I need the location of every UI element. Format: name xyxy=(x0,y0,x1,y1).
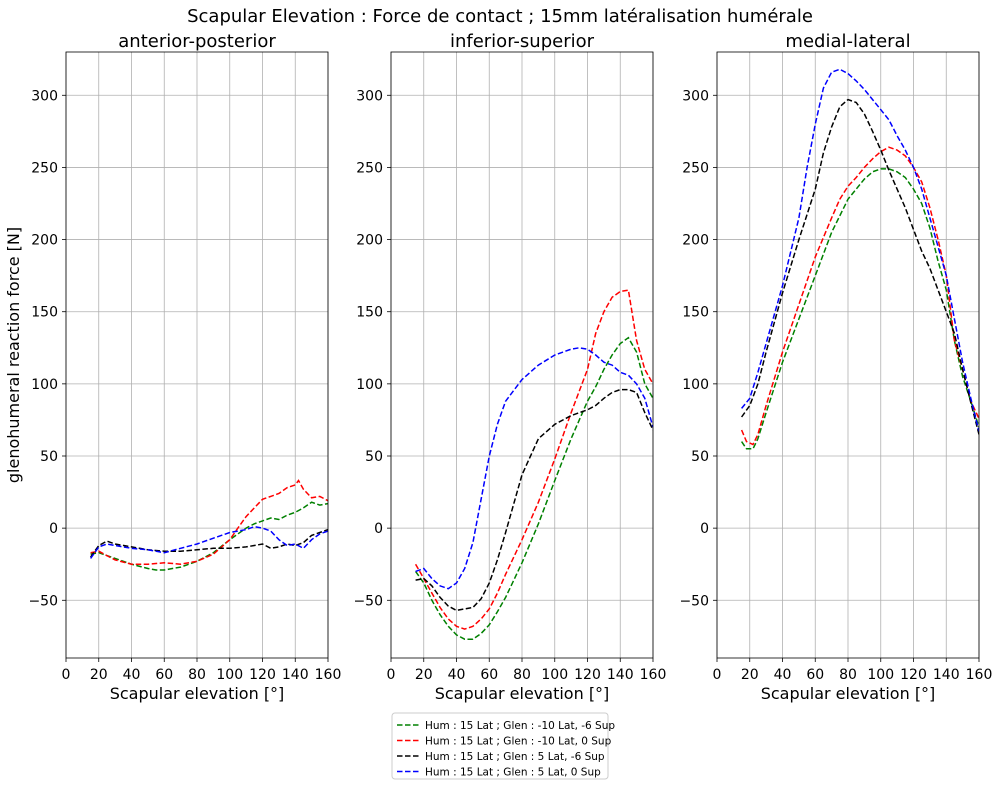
series-group xyxy=(740,68,979,450)
grid xyxy=(390,52,654,658)
grid xyxy=(65,52,329,658)
series-line-1 xyxy=(740,168,979,450)
series-line-4 xyxy=(415,347,653,590)
x-tick-label: 120 xyxy=(900,667,927,683)
y-tick-label: 300 xyxy=(682,88,709,104)
grid xyxy=(716,52,980,658)
x-tick-label: 120 xyxy=(574,667,601,683)
x-tick-label: 0 xyxy=(62,667,71,683)
x-tick-label: 160 xyxy=(640,667,667,683)
x-tick-label: 80 xyxy=(839,667,857,683)
series-line-3 xyxy=(89,528,328,558)
x-tick-label: 100 xyxy=(216,667,243,683)
panel-anterior-posterior: 0 20 40 60 80 100 120 140 160 −50 0 50 100 150 200 250 3… xyxy=(28,31,341,703)
series-line-1 xyxy=(90,501,328,571)
x-tick-label: 60 xyxy=(155,667,173,683)
y-tick-label: 250 xyxy=(31,160,58,176)
x-tick-label: 140 xyxy=(933,667,960,683)
panel-inferior-superior: 0 20 40 60 80 100 120 140 160 −50 0 50 100 150 200 250 3… xyxy=(353,31,666,703)
series-group xyxy=(89,479,328,571)
y-tick-label: −50 xyxy=(353,593,383,609)
y-tick-label: 50 xyxy=(691,449,709,465)
y-tick-label: 300 xyxy=(31,88,58,104)
x-tick-label: 140 xyxy=(607,667,634,683)
chart-title: Scapular Elevation : Force de contact ; … xyxy=(187,6,813,27)
y-tick-label: −50 xyxy=(28,593,58,609)
x-tick-label: 60 xyxy=(480,667,498,683)
x-tick-label: 160 xyxy=(966,667,993,683)
legend: Hum : 15 Lat ; Glen : -10 Lat, -6 Sup Hum… xyxy=(391,712,615,780)
y-tick-label: 0 xyxy=(700,521,709,537)
y-tick-label: 150 xyxy=(356,305,383,321)
legend-label: Hum : 15 Lat ; Glen : 5 Lat, -6 Sup xyxy=(425,751,605,763)
series-line-2 xyxy=(414,289,653,630)
panel-title: medial-lateral xyxy=(785,31,910,52)
legend-label: Hum : 15 Lat ; Glen : 5 Lat, 0 Sup xyxy=(425,767,601,779)
y-tick-label: 100 xyxy=(31,377,58,393)
x-tick-label: 80 xyxy=(513,667,531,683)
legend-label: Hum : 15 Lat ; Glen : -10 Lat, 0 Sup xyxy=(425,736,612,748)
x-tick-label: 40 xyxy=(774,667,792,683)
y-tick-label: 100 xyxy=(356,377,383,393)
panel-title: anterior-posterior xyxy=(118,31,276,52)
y-tick-label: 200 xyxy=(682,233,709,249)
x-tick-label: 100 xyxy=(867,667,894,683)
x-tick-label: 0 xyxy=(713,667,722,683)
y-tick-label: 250 xyxy=(682,160,709,176)
series-line-3 xyxy=(415,388,653,612)
x-tick-label: 100 xyxy=(541,667,568,683)
x-tick-label: 0 xyxy=(387,667,396,683)
y-tick-label: 50 xyxy=(40,449,58,465)
y-tick-label: 300 xyxy=(356,88,383,104)
panels: 0 20 40 60 80 100 120 140 160−500501001502002503… xyxy=(28,31,992,703)
series-line-4 xyxy=(89,525,328,559)
y-axis-label: glenohumeral reaction force [N] xyxy=(4,227,23,483)
panel-medial-lateral: 0 20 40 60 80 100 120 140 160 −50 0 50 100 150 200 250 3… xyxy=(679,31,992,703)
series-line-2 xyxy=(90,479,328,565)
x-tick-label: 40 xyxy=(123,667,141,683)
y-tick-label: 100 xyxy=(682,377,709,393)
y-tick-label: 150 xyxy=(682,305,709,321)
x-axis-label: Scapular elevation [°] xyxy=(761,684,936,703)
x-tick-label: 60 xyxy=(806,667,824,683)
x-tick-label: 20 xyxy=(415,667,433,683)
y-tick-label: 250 xyxy=(356,160,383,176)
y-tick-label: 200 xyxy=(356,233,383,249)
x-tick-label: 160 xyxy=(315,667,342,683)
x-tick-label: 20 xyxy=(90,667,108,683)
series-group xyxy=(414,289,653,640)
y-tick-label: 150 xyxy=(31,305,58,321)
x-tick-label: 140 xyxy=(282,667,309,683)
x-tick-label: 40 xyxy=(448,667,466,683)
series-line-3 xyxy=(740,98,979,435)
y-tick-label: 200 xyxy=(31,233,58,249)
legend-label: Hum : 15 Lat ; Glen : -10 Lat, -6 Sup xyxy=(425,720,615,732)
x-tick-label: 80 xyxy=(188,667,206,683)
y-tick-label: −50 xyxy=(679,593,709,609)
series-line-4 xyxy=(741,68,979,432)
series-line-2 xyxy=(740,146,979,446)
panel-title: inferior-superior xyxy=(450,31,595,52)
series-line-1 xyxy=(414,336,653,640)
x-axis-label: Scapular elevation [°] xyxy=(110,684,285,703)
legend-box xyxy=(391,712,609,780)
x-tick-label: 120 xyxy=(249,667,276,683)
y-tick-label: 0 xyxy=(374,521,383,537)
x-axis-label: Scapular elevation [°] xyxy=(435,684,610,703)
y-tick-label: 0 xyxy=(49,521,58,537)
x-tick-label: 20 xyxy=(741,667,759,683)
y-tick-label: 50 xyxy=(365,449,383,465)
